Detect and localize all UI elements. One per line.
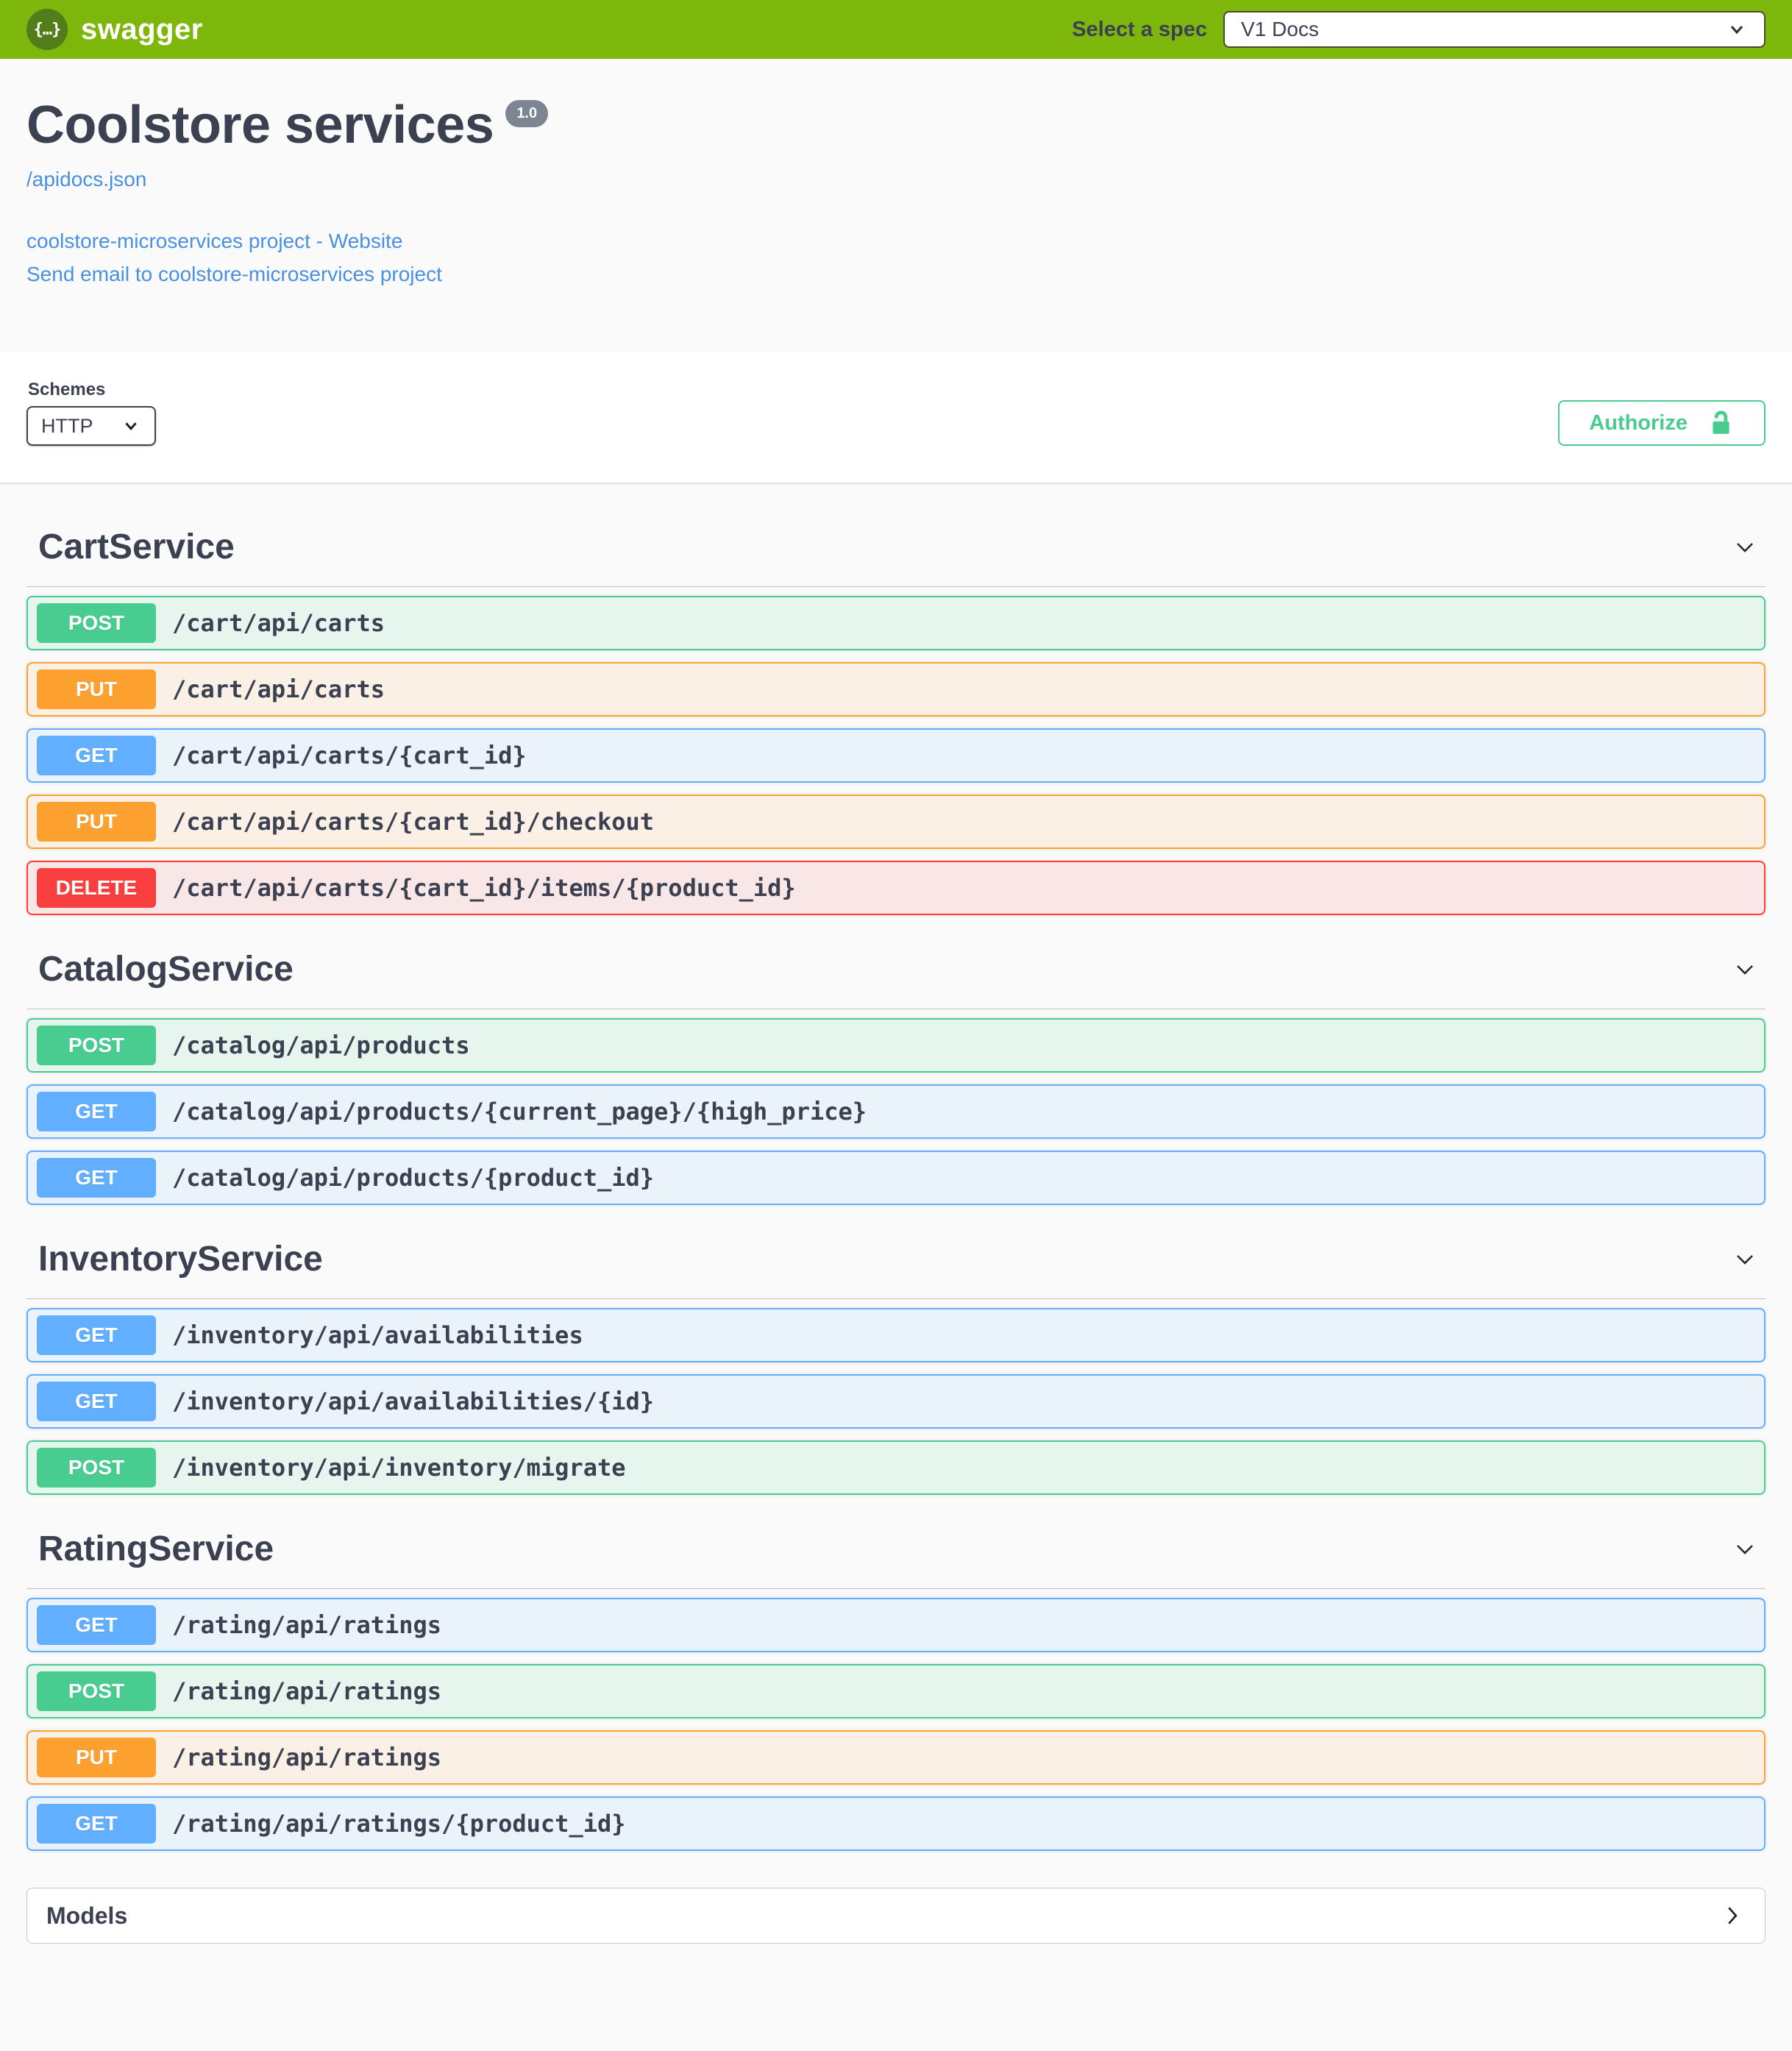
section-header-ratingservice[interactable]: RatingService (26, 1507, 1766, 1589)
section-title: RatingService (38, 1529, 274, 1568)
scheme-container: Schemes HTTP Authorize (0, 352, 1792, 483)
spec-select-value: V1 Docs (1241, 18, 1319, 40)
section-header-catalogservice[interactable]: CatalogService (26, 927, 1766, 1009)
select-spec-label: Select a spec (1072, 17, 1207, 41)
section-title: InventoryService (38, 1240, 323, 1279)
section-header-cartservice[interactable]: CartService (26, 505, 1766, 587)
endpoint-path: /catalog/api/products/{current_page}/{hi… (172, 1098, 867, 1126)
method-badge: POST (37, 1448, 156, 1487)
version-badge: 1.0 (505, 100, 549, 127)
chevron-down-icon (121, 416, 141, 436)
endpoint-row[interactable]: PUT /cart/api/carts (26, 662, 1766, 717)
endpoint-path: /catalog/api/products/{product_id} (172, 1164, 655, 1192)
spec-selector-group: Select a spec V1 Docs (1072, 11, 1766, 48)
endpoint-row[interactable]: PUT /rating/api/ratings (26, 1730, 1766, 1785)
topbar: {…} swagger Select a spec V1 Docs (0, 0, 1792, 59)
schemes-group: Schemes HTTP (26, 380, 156, 446)
models-section-header[interactable]: Models (26, 1888, 1766, 1944)
authorize-label: Authorize (1589, 410, 1688, 435)
page-title: Coolstore services 1.0 (26, 99, 1766, 152)
spec-json-link[interactable]: /apidocs.json (26, 168, 147, 191)
spec-select[interactable]: V1 Docs (1223, 11, 1766, 48)
method-badge: GET (37, 1315, 156, 1355)
brand-name: swagger (81, 13, 203, 46)
method-badge: GET (37, 1605, 156, 1645)
scheme-select[interactable]: HTTP (26, 406, 156, 446)
method-badge: GET (37, 1804, 156, 1844)
models-label: Models (46, 1902, 128, 1929)
authorize-button[interactable]: Authorize (1558, 400, 1766, 446)
endpoint-row[interactable]: GET /cart/api/carts/{cart_id} (26, 728, 1766, 783)
endpoint-row[interactable]: GET /rating/api/ratings (26, 1598, 1766, 1652)
info-section: Coolstore services 1.0 /apidocs.json coo… (0, 59, 1792, 352)
endpoint-path: /cart/api/carts/{cart_id}/checkout (172, 808, 655, 836)
chevron-down-icon (1729, 531, 1761, 564)
section-title: CartService (38, 527, 235, 566)
endpoint-row[interactable]: GET /rating/api/ratings/{product_id} (26, 1796, 1766, 1851)
endpoint-row[interactable]: GET /catalog/api/products/{product_id} (26, 1151, 1766, 1205)
chevron-down-icon (1726, 18, 1748, 40)
endpoint-path: /cart/api/carts/{cart_id} (172, 742, 527, 769)
method-badge: PUT (37, 1738, 156, 1777)
swagger-logo-icon: {…} (26, 9, 68, 50)
endpoint-path: /rating/api/ratings/{product_id} (172, 1810, 626, 1838)
method-badge: DELETE (37, 868, 156, 908)
method-badge: POST (37, 1671, 156, 1711)
external-links: coolstore-microservices project - Websit… (26, 228, 1766, 287)
endpoint-row[interactable]: GET /inventory/api/availabilities (26, 1308, 1766, 1362)
endpoint-path: /inventory/api/availabilities (172, 1321, 583, 1349)
website-link[interactable]: coolstore-microservices project - Websit… (26, 230, 403, 252)
chevron-down-icon (1729, 1243, 1761, 1276)
method-badge: PUT (37, 669, 156, 709)
endpoint-path: /catalog/api/products (172, 1031, 470, 1059)
schemes-label: Schemes (28, 380, 106, 399)
endpoint-path: /cart/api/carts (172, 675, 385, 703)
endpoint-row[interactable]: GET /inventory/api/availabilities/{id} (26, 1374, 1766, 1429)
method-badge: POST (37, 1026, 156, 1065)
operations-list: CartService POST /cart/api/carts PUT /ca… (0, 483, 1792, 1851)
endpoint-row[interactable]: POST /inventory/api/inventory/migrate (26, 1440, 1766, 1495)
endpoint-path: /rating/api/ratings (172, 1677, 442, 1705)
chevron-down-icon (1729, 1533, 1761, 1565)
endpoint-row[interactable]: DELETE /cart/api/carts/{cart_id}/items/{… (26, 861, 1766, 915)
method-badge: GET (37, 1382, 156, 1421)
swagger-brand: {…} swagger (26, 9, 203, 50)
method-badge: POST (37, 603, 156, 643)
endpoint-row[interactable]: GET /catalog/api/products/{current_page}… (26, 1084, 1766, 1139)
section-title: CatalogService (38, 950, 294, 989)
endpoint-row[interactable]: POST /rating/api/ratings (26, 1664, 1766, 1718)
email-link[interactable]: Send email to coolstore-microservices pr… (26, 263, 442, 285)
api-title: Coolstore services (26, 96, 494, 154)
endpoint-row[interactable]: POST /cart/api/carts (26, 596, 1766, 650)
endpoint-row[interactable]: POST /catalog/api/products (26, 1018, 1766, 1073)
endpoint-path: /rating/api/ratings (172, 1743, 442, 1771)
unlock-icon (1707, 409, 1735, 437)
endpoint-path: /inventory/api/inventory/migrate (172, 1454, 626, 1482)
scheme-select-value: HTTP (41, 414, 93, 437)
section-header-inventoryservice[interactable]: InventoryService (26, 1217, 1766, 1299)
endpoint-path: /inventory/api/availabilities/{id} (172, 1387, 655, 1415)
endpoint-path: /rating/api/ratings (172, 1611, 442, 1639)
method-badge: GET (37, 1092, 156, 1131)
endpoint-path: /cart/api/carts (172, 609, 385, 637)
method-badge: GET (37, 1158, 156, 1198)
method-badge: PUT (37, 802, 156, 842)
endpoint-row[interactable]: PUT /cart/api/carts/{cart_id}/checkout (26, 795, 1766, 849)
endpoint-path: /cart/api/carts/{cart_id}/items/{product… (172, 874, 796, 902)
chevron-down-icon (1729, 953, 1761, 986)
method-badge: GET (37, 736, 156, 775)
chevron-right-icon (1719, 1902, 1746, 1929)
